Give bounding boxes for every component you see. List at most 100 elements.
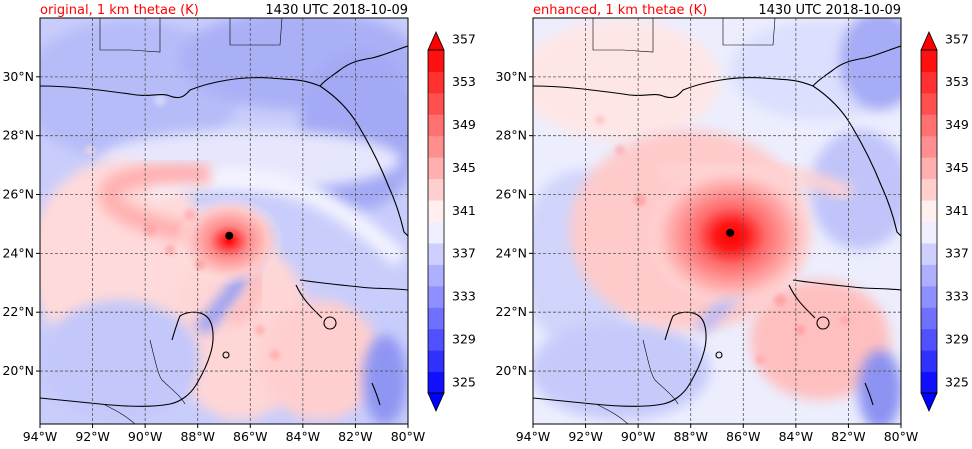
colorbar-bin xyxy=(428,371,444,394)
colorbar-bin xyxy=(921,307,937,330)
colorbar-bin xyxy=(428,71,444,94)
lat-tick-label: 24°N xyxy=(495,245,527,260)
colorbar-label: 357 xyxy=(945,31,969,46)
lon-tick-label: 84°W xyxy=(779,429,814,444)
colorbar-extend-min xyxy=(920,392,938,412)
lon-tick-label: 88°W xyxy=(673,429,708,444)
thetae-field-original xyxy=(40,18,408,424)
map-frame xyxy=(39,17,409,425)
colorbar-label: 329 xyxy=(452,331,476,346)
colorbar-label: 357 xyxy=(452,31,476,46)
lat-tick-label: 22°N xyxy=(495,304,527,319)
colorbar-bin xyxy=(921,264,937,287)
colorbar-bin xyxy=(921,135,937,158)
colorbar-label: 329 xyxy=(945,331,969,346)
colorbar-bin xyxy=(428,114,444,137)
lat-tick-label: 30°N xyxy=(495,69,527,84)
panel-title-enhanced: enhanced, 1 km thetae (K) xyxy=(533,3,707,18)
colorbar-bin xyxy=(428,50,444,72)
colorbar-label: 349 xyxy=(945,117,969,132)
colorbar-bin xyxy=(428,92,444,115)
colorbar-label: 325 xyxy=(945,374,969,389)
lat-tick-label: 28°N xyxy=(495,128,527,143)
colorbar-original: 325 329 333 337 341 345 349 353 357 xyxy=(427,31,476,412)
lon-tick-label: 94°W xyxy=(516,429,551,444)
lon-tick-label: 90°W xyxy=(128,429,163,444)
lat-tick-label: 30°N xyxy=(2,69,34,84)
lon-tick-label: 86°W xyxy=(233,429,268,444)
lat-tick-label: 22°N xyxy=(2,304,34,319)
storm-center-marker xyxy=(726,228,735,237)
colorbar-label: 345 xyxy=(945,160,969,175)
colorbar-label: 341 xyxy=(452,203,476,218)
colorbar-bin xyxy=(428,157,444,180)
colorbar-frame xyxy=(920,49,938,394)
lon-tick-label: 82°W xyxy=(831,429,866,444)
colorbar-frame xyxy=(427,49,445,394)
axis-ticks-enhanced: 94°W 92°W 90°W 88°W 86°W 84°W 82°W 80°W 20°N 22°N… xyxy=(495,69,918,444)
colorbar-bin xyxy=(921,200,937,222)
lon-tick-label: 94°W xyxy=(23,429,58,444)
colorbar-extend-max xyxy=(427,31,445,51)
colorbar-bin xyxy=(428,221,444,244)
lat-tick-label: 28°N xyxy=(2,128,34,143)
colorbar-extend-max xyxy=(920,31,938,51)
lat-tick-label: 20°N xyxy=(495,363,527,378)
colorbar-bin xyxy=(921,157,937,180)
colorbar-label: 345 xyxy=(452,160,476,175)
graticule-original xyxy=(39,18,409,424)
lon-tick-label: 80°W xyxy=(884,429,919,444)
colorbar-bin xyxy=(428,242,444,265)
panel-time-original: 1430 UTC 2018-10-09 xyxy=(265,3,408,18)
lat-tick-label: 26°N xyxy=(2,187,34,202)
lon-tick-label: 88°W xyxy=(180,429,215,444)
colorbar-bin xyxy=(921,50,937,72)
colorbar-bin xyxy=(921,350,937,373)
lon-tick-label: 82°W xyxy=(338,429,373,444)
colorbar-enhanced: 325 329 333 337 341 345 349 353 357 xyxy=(920,31,969,412)
colorbar-bin xyxy=(428,200,444,222)
colorbar-label: 333 xyxy=(945,289,969,304)
lat-tick-label: 24°N xyxy=(2,245,34,260)
thetae-field-enhanced xyxy=(533,18,901,424)
colorbar-label: 325 xyxy=(452,374,476,389)
colorbar-bin xyxy=(428,307,444,330)
colorbar-bin xyxy=(921,178,937,201)
colorbar-bin xyxy=(428,285,444,308)
map-frame xyxy=(532,17,902,425)
colorbar-bin xyxy=(428,264,444,287)
lat-tick-label: 20°N xyxy=(2,363,34,378)
colorbar-label: 349 xyxy=(452,117,476,132)
colorbar-label: 337 xyxy=(945,246,969,261)
panel-title-original: original, 1 km thetae (K) xyxy=(40,3,199,18)
coastlines-enhanced xyxy=(533,45,901,407)
colorbar-bin xyxy=(921,71,937,94)
colorbar-bin xyxy=(428,350,444,373)
coastlines-original xyxy=(40,45,408,407)
colorbar-bin xyxy=(921,285,937,308)
colorbar-bin xyxy=(921,92,937,115)
colorbar-bin xyxy=(428,178,444,201)
lon-tick-label: 80°W xyxy=(391,429,426,444)
colorbar-bin xyxy=(921,114,937,137)
colorbar-bin xyxy=(921,242,937,265)
borders-original xyxy=(99,18,283,424)
colorbar-bin xyxy=(428,328,444,351)
colorbar-label: 353 xyxy=(945,74,969,89)
storm-center-marker xyxy=(225,231,234,240)
colorbar-label: 337 xyxy=(452,246,476,261)
borders-enhanced xyxy=(592,18,776,424)
lon-tick-label: 92°W xyxy=(568,429,603,444)
lat-tick-label: 26°N xyxy=(495,187,527,202)
lon-tick-label: 92°W xyxy=(75,429,110,444)
lon-tick-label: 90°W xyxy=(621,429,656,444)
colorbar-bin xyxy=(921,221,937,244)
map-panel-original: original, 1 km thetae (K) 1430 UTC 2018-… xyxy=(2,3,425,444)
colorbar-label: 333 xyxy=(452,289,476,304)
map-panel-enhanced: enhanced, 1 km thetae (K) 1430 UTC 2018-… xyxy=(495,3,918,444)
lon-tick-label: 84°W xyxy=(286,429,321,444)
colorbar-extend-min xyxy=(427,392,445,412)
colorbar-bin xyxy=(921,328,937,351)
panel-time-enhanced: 1430 UTC 2018-10-09 xyxy=(758,3,901,18)
